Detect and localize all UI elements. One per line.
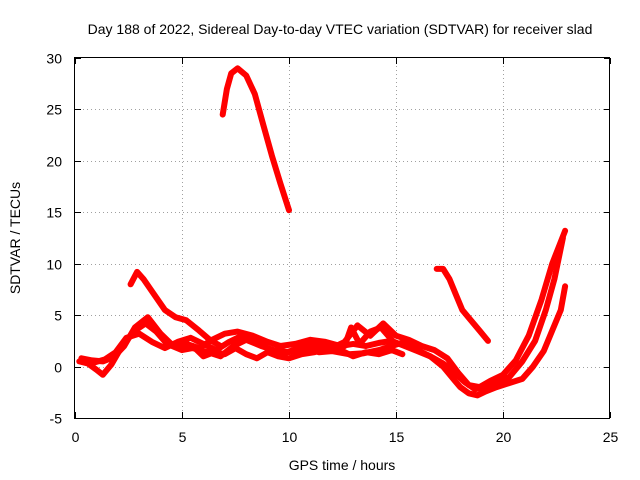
x-tick-label: 15 <box>389 429 405 445</box>
data-series <box>76 65 569 399</box>
series-line-arc-late <box>433 265 491 344</box>
x-tick-label: 10 <box>282 429 298 445</box>
y-tick-label: 0 <box>54 360 62 376</box>
plot-frame <box>74 57 610 419</box>
y-tick-label: 25 <box>46 102 62 118</box>
y-tick-label: 30 <box>46 51 62 67</box>
x-tick-label: 5 <box>179 429 187 445</box>
series-line-arc-b <box>78 235 566 393</box>
x-axis-label: GPS time / hours <box>289 457 396 473</box>
axis-ticks: 0 5 10 15 20 25 -5 0 5 10 15 20 25 30 <box>46 51 618 446</box>
y-tick-label: 15 <box>46 205 62 221</box>
series-line-arc-a <box>76 283 569 399</box>
y-tick-label: 5 <box>54 308 62 324</box>
chart-title: Day 188 of 2022, Sidereal Day-to-day VTE… <box>88 21 593 37</box>
series-line-arc-mid <box>127 268 224 349</box>
series-line-arc-e <box>341 324 395 349</box>
series-line-arc-high <box>219 65 292 214</box>
y-tick-label: 20 <box>46 154 62 170</box>
x-tick-label: 20 <box>496 429 512 445</box>
y-tick-label: -5 <box>50 411 63 427</box>
y-tick-label: 10 <box>46 257 62 273</box>
series-line-arc-d <box>189 343 406 362</box>
x-tick-label: 25 <box>603 429 619 445</box>
y-axis-label: SDTVAR / TECUs <box>7 182 23 294</box>
x-tick-label: 0 <box>72 429 80 445</box>
